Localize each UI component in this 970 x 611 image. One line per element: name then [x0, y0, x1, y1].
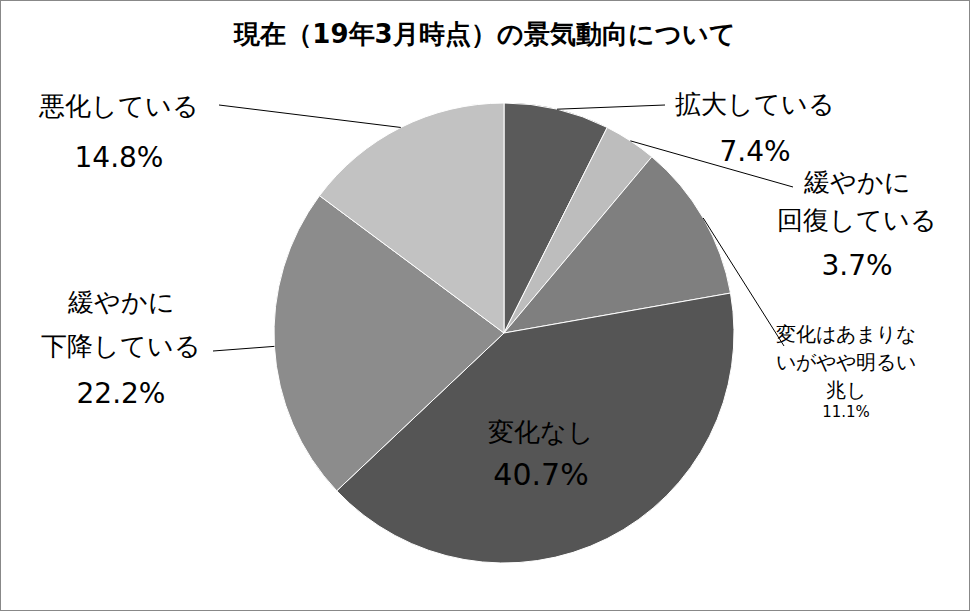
- svg-text:いがやや明るい: いがやや明るい: [776, 350, 916, 374]
- html-text:現在（19年3月時点）の景気動向について: 現在（19年3月時点）の景気動向について: [234, 19, 736, 49]
- svg-text:緩やかに: 緩やかに: [803, 167, 911, 197]
- svg-text:回復している: 回復している: [777, 205, 937, 235]
- svg-text:40.7%: 40.7%: [493, 457, 588, 492]
- svg-text:悪化している: 悪化している: [38, 91, 199, 121]
- svg-text:拡大している: 拡大している: [675, 89, 835, 119]
- svg-text:兆し: 兆し: [826, 378, 866, 402]
- svg-text:14.8%: 14.8%: [75, 141, 164, 174]
- svg-text:22.2%: 22.2%: [77, 377, 166, 410]
- svg-text:11.1%: 11.1%: [822, 403, 870, 421]
- svg-text:3.7%: 3.7%: [821, 249, 892, 282]
- svg-text:緩やかに: 緩やかに: [67, 287, 175, 317]
- svg-text:変化はあまりな: 変化はあまりな: [776, 322, 916, 346]
- svg-text:7.4%: 7.4%: [719, 135, 790, 168]
- svg-text:下降している: 下降している: [41, 331, 201, 361]
- svg-text:変化なし: 変化なし: [488, 417, 594, 447]
